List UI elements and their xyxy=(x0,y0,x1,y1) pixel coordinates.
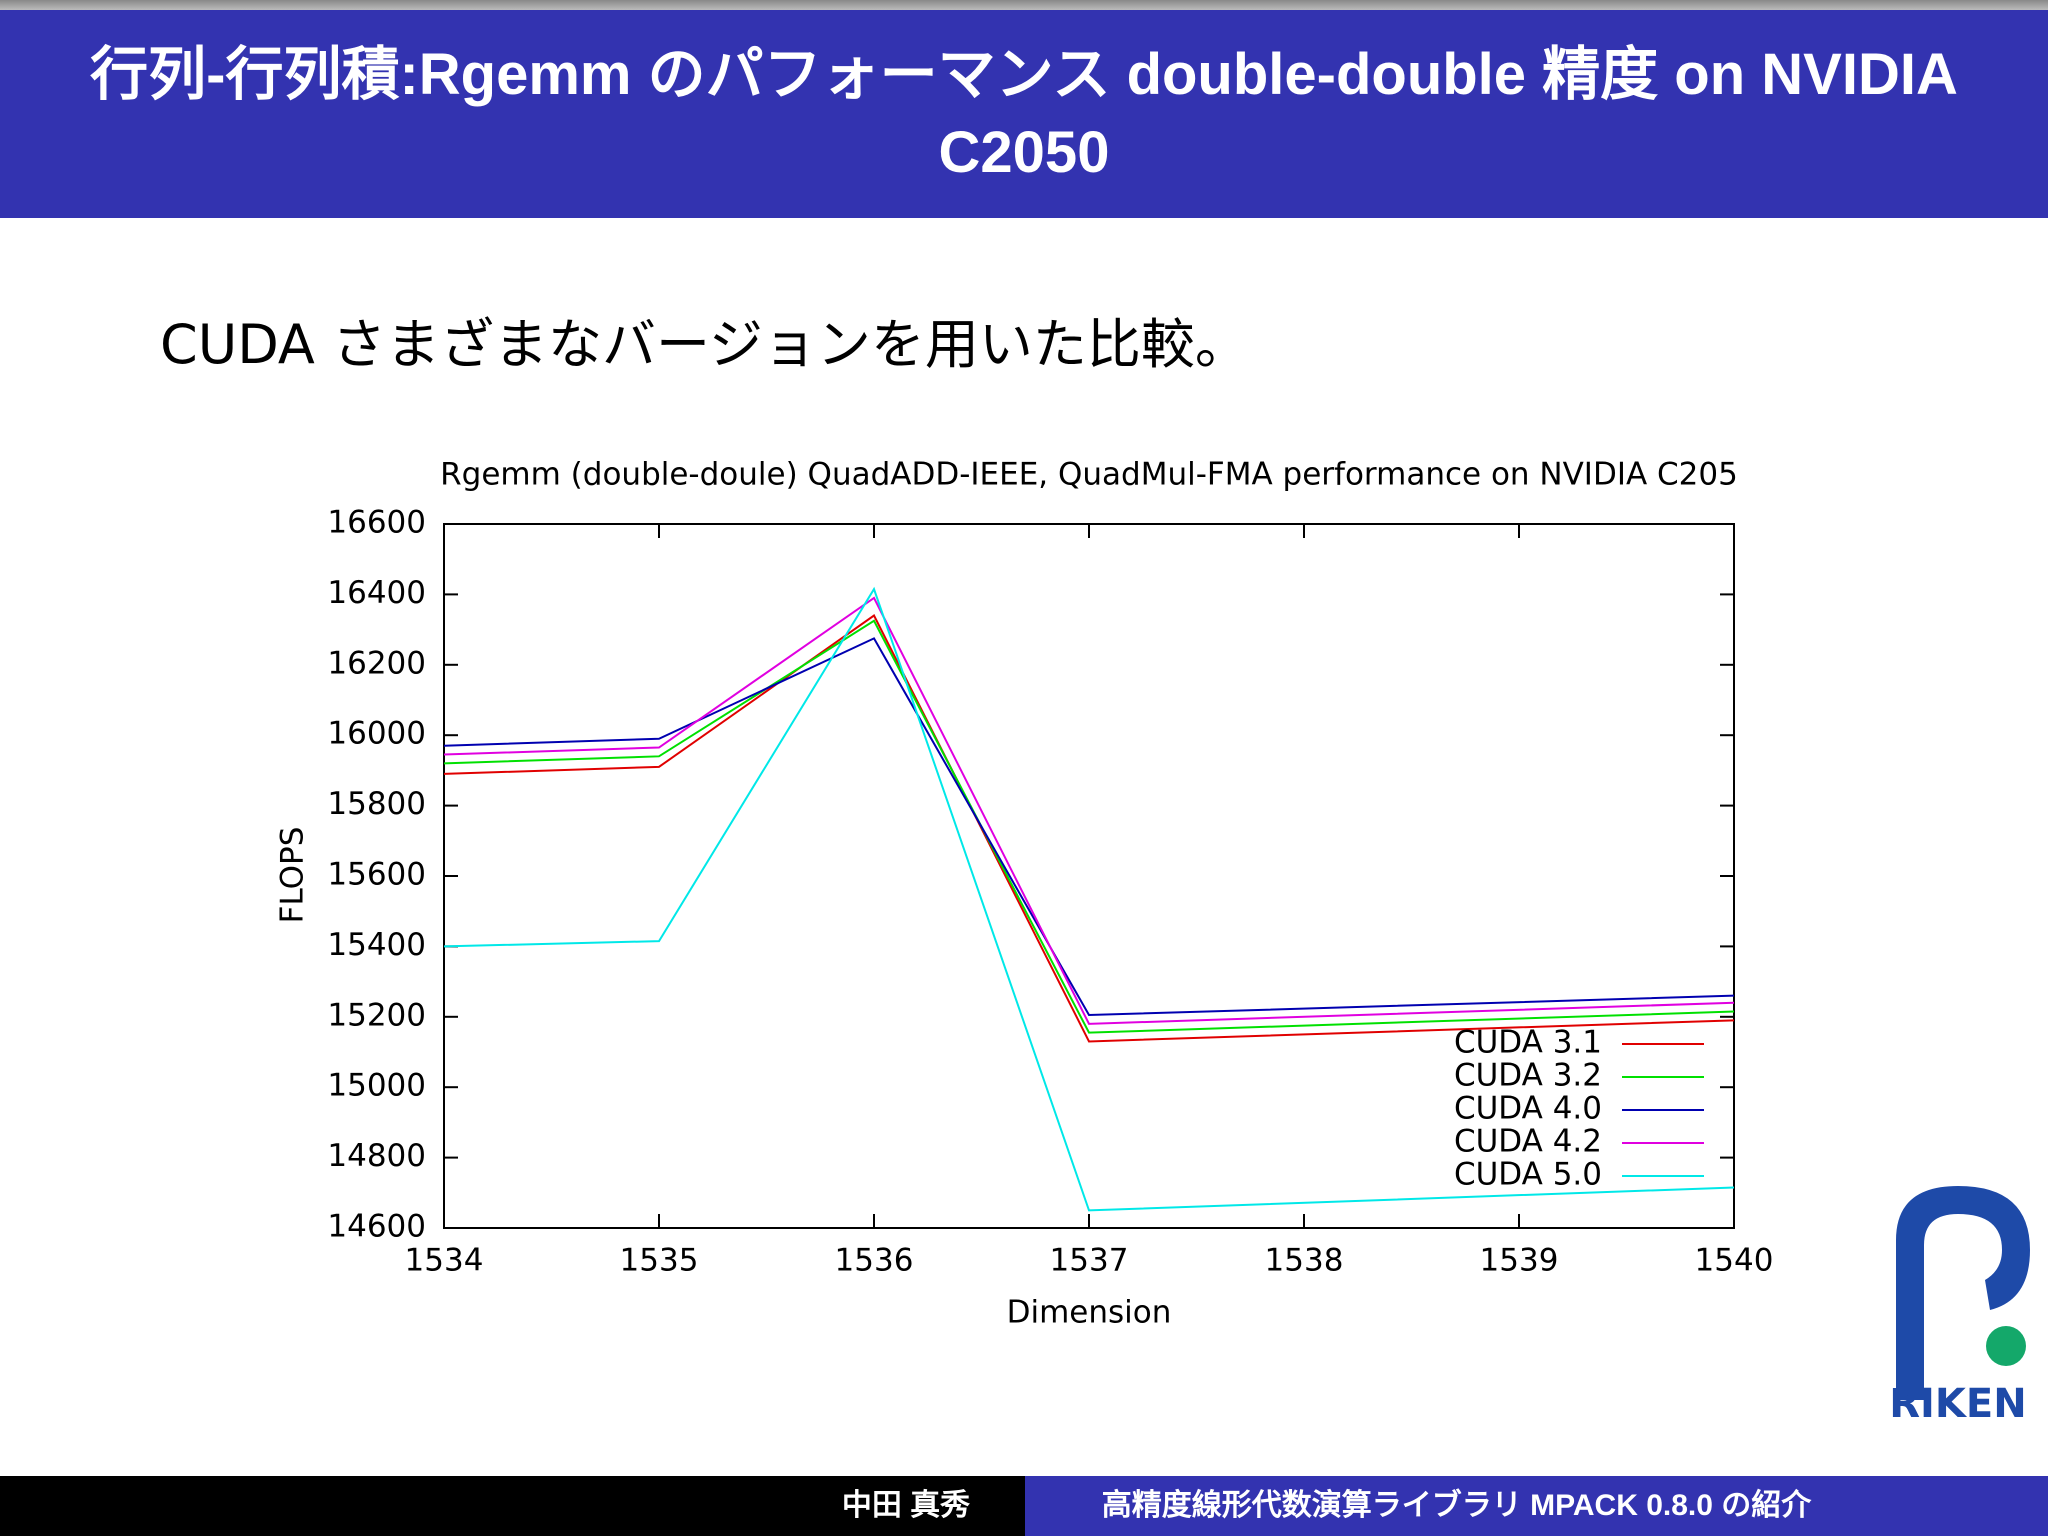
y-axis-label: FLOPS xyxy=(275,827,311,924)
y-tick-label: 16200 xyxy=(327,645,426,681)
riken-logo: RIKEN xyxy=(1889,1186,2030,1427)
x-tick-label: 1539 xyxy=(1480,1243,1559,1279)
top-strip xyxy=(0,0,2048,10)
legend-label: CUDA 3.2 xyxy=(1454,1058,1602,1094)
y-tick-label: 16400 xyxy=(327,575,426,611)
series-line xyxy=(443,619,1735,1034)
legend-label: CUDA 5.0 xyxy=(1454,1157,1602,1193)
x-tick-label: 1535 xyxy=(620,1243,699,1279)
y-tick-label: 15200 xyxy=(327,997,426,1033)
footer-talk: 高精度線形代数演算ライブラリ MPACK 0.8.0 の紹介 xyxy=(1101,1489,1812,1522)
header: 行列-行列積:Rgemm のパフォーマンス double-double 精度 o… xyxy=(0,10,2048,218)
x-axis-label: Dimension xyxy=(1007,1295,1172,1331)
y-tick-label: 16600 xyxy=(327,505,426,541)
y-tick-label: 16000 xyxy=(327,716,426,752)
y-tick-label: 15000 xyxy=(327,1068,426,1104)
x-tick-label: 1540 xyxy=(1695,1243,1774,1279)
series-line xyxy=(443,637,1735,1017)
y-tick-label: 15800 xyxy=(327,786,426,822)
series-line xyxy=(443,596,1735,1025)
y-tick-label: 15400 xyxy=(327,927,426,963)
logo-text: RIKEN xyxy=(1889,1381,2026,1427)
y-tick-label: 15600 xyxy=(327,857,426,893)
x-tick-label: 1537 xyxy=(1050,1243,1129,1279)
series-line xyxy=(443,586,1735,1212)
footer-author: 中田 真秀 xyxy=(841,1489,971,1522)
legend-label: CUDA 4.2 xyxy=(1454,1124,1602,1160)
y-tick-label: 14800 xyxy=(327,1138,426,1174)
x-tick-label: 1538 xyxy=(1265,1243,1344,1279)
x-tick-label: 1536 xyxy=(835,1243,914,1279)
chart: Rgemm (double-doule) QuadADD-IEEE, QuadM… xyxy=(275,457,2030,1427)
x-tick-label: 1534 xyxy=(405,1243,484,1279)
legend-label: CUDA 3.1 xyxy=(1454,1025,1602,1061)
slide-subtitle: CUDA さまざまなバージョンを用いた比較。 xyxy=(160,313,1249,376)
footer-band xyxy=(1025,1476,2048,1536)
series-line xyxy=(443,614,1735,1043)
footer: 中田 真秀 高精度線形代数演算ライブラリ MPACK 0.8.0 の紹介 xyxy=(0,1476,2048,1536)
slide-title: 行列-行列積:Rgemm のパフォーマンス double-double 精度 o… xyxy=(90,42,1958,185)
legend-label: CUDA 4.0 xyxy=(1454,1091,1602,1127)
chart-title: Rgemm (double-doule) QuadADD-IEEE, QuadM… xyxy=(440,457,1738,493)
y-tick-label: 14600 xyxy=(327,1209,426,1245)
